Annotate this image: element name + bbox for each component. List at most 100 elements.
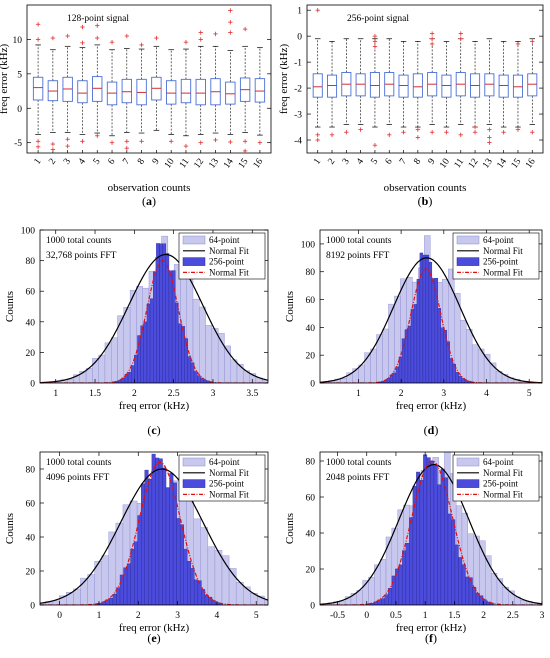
iqr-box bbox=[441, 74, 452, 98]
iqr-box bbox=[165, 80, 177, 105]
box-14 bbox=[498, 41, 509, 135]
bar bbox=[419, 252, 424, 383]
bar bbox=[123, 307, 131, 383]
outlier-marker bbox=[80, 24, 85, 30]
x-axis-label: freq error (kHz) bbox=[396, 400, 467, 412]
bar bbox=[496, 578, 504, 605]
plot-area bbox=[40, 235, 268, 383]
bar bbox=[203, 380, 207, 383]
bar bbox=[155, 457, 160, 605]
outlier-marker bbox=[228, 139, 233, 145]
outlier-marker bbox=[515, 127, 521, 132]
iqr-box bbox=[327, 74, 338, 98]
outlier-marker bbox=[213, 137, 218, 143]
x-tick-label: 12 bbox=[193, 157, 207, 171]
x-tick-label: 5 bbox=[369, 157, 380, 167]
box-16 bbox=[527, 38, 538, 135]
y-tick-label: -2 bbox=[294, 85, 302, 95]
legend-entry: 64-point bbox=[483, 457, 514, 467]
y-axis-label: Counts bbox=[284, 513, 296, 544]
x-tick-label: 4 bbox=[355, 157, 366, 167]
y-tick-label: 0 bbox=[297, 33, 302, 43]
x-tick-label: 3.5 bbox=[246, 389, 258, 399]
iqr-box bbox=[527, 73, 538, 97]
bar bbox=[368, 576, 375, 605]
fit-curve-256-point bbox=[320, 268, 542, 383]
box-13 bbox=[210, 31, 221, 143]
fit-curve-64-point bbox=[40, 468, 268, 604]
bar bbox=[137, 515, 142, 605]
bar bbox=[392, 372, 397, 383]
y-axis-label: Counts bbox=[4, 291, 16, 322]
iqr-box bbox=[484, 73, 495, 97]
x-tick-label: 2 bbox=[47, 157, 58, 167]
histogram-d: 0 20 40 60 80 100 1 2 3 4 5 1000 total counts 8192 p… bbox=[284, 229, 543, 412]
histogram-f: 0 20 40 60 80 -0.5 0 0.5 1 1.5 2 2.5 3 1000 total cou… bbox=[284, 451, 545, 634]
iqr-box bbox=[254, 78, 266, 103]
bar bbox=[102, 601, 107, 605]
box-6 bbox=[106, 39, 118, 145]
y-tick-label: 20 bbox=[306, 566, 316, 576]
bar bbox=[471, 344, 479, 383]
y-tick-label: 0 bbox=[310, 602, 315, 612]
plot-frame-f bbox=[319, 451, 543, 606]
x-tick-label: 1 bbox=[33, 157, 44, 167]
outlier-marker bbox=[95, 35, 100, 41]
bar bbox=[156, 243, 160, 383]
y-tick-label: -5 bbox=[14, 139, 22, 149]
outlier-marker bbox=[372, 39, 378, 44]
y-tick-label: 5 bbox=[17, 70, 22, 80]
outlier-marker bbox=[501, 130, 506, 135]
x-tick-label: 4 bbox=[484, 389, 489, 399]
bars-256-point bbox=[95, 453, 223, 605]
chart-note: 2048 points FFT bbox=[326, 473, 390, 483]
bar bbox=[490, 573, 498, 605]
bar bbox=[199, 306, 206, 383]
y-tick-label: 40 bbox=[26, 318, 36, 328]
bar bbox=[413, 304, 418, 383]
y-tick-label: 100 bbox=[21, 227, 36, 237]
x-axis-label: observation counts bbox=[384, 182, 467, 194]
bar bbox=[465, 576, 470, 605]
outlier-marker bbox=[429, 36, 435, 41]
x-tick-label: 7 bbox=[121, 157, 132, 167]
bar bbox=[398, 564, 403, 605]
outlier-marker bbox=[65, 33, 70, 39]
outlier-marker bbox=[444, 130, 449, 135]
bar bbox=[211, 328, 219, 383]
y-tick-label: 0 bbox=[310, 380, 315, 390]
bar bbox=[407, 325, 412, 383]
outlier-marker bbox=[228, 8, 233, 13]
bar bbox=[197, 375, 201, 383]
outlier-marker bbox=[472, 124, 478, 130]
panel-label-b: (b) bbox=[418, 194, 433, 208]
y-tick-label: 80 bbox=[26, 257, 36, 267]
plot-frame-e bbox=[39, 451, 269, 606]
bar bbox=[358, 364, 365, 383]
bar bbox=[214, 550, 223, 605]
bar bbox=[422, 254, 427, 383]
x-tick-label: 0 bbox=[57, 611, 62, 621]
y-tick-label: -4 bbox=[294, 137, 302, 147]
x-tick-label: 14 bbox=[222, 157, 236, 171]
plot-frame-c bbox=[39, 229, 269, 384]
histogram-e: 0 20 40 60 80 0 1 2 3 4 5 1000 total counts 4096 poi… bbox=[4, 451, 269, 634]
box-2 bbox=[47, 35, 59, 152]
x-tick-label: 15 bbox=[237, 157, 251, 171]
bar bbox=[434, 278, 439, 383]
box-8 bbox=[412, 41, 423, 140]
bar bbox=[190, 568, 195, 605]
chart-note: 1000 total counts bbox=[326, 236, 392, 246]
box-3 bbox=[62, 33, 73, 149]
outlier-marker bbox=[50, 35, 56, 41]
chart-note: 1000 total counts bbox=[46, 236, 112, 246]
bar bbox=[455, 372, 459, 383]
bar bbox=[458, 557, 463, 605]
bar bbox=[193, 371, 198, 383]
y-tick-label: 40 bbox=[306, 324, 316, 334]
bar bbox=[127, 372, 132, 383]
bar bbox=[187, 561, 191, 605]
